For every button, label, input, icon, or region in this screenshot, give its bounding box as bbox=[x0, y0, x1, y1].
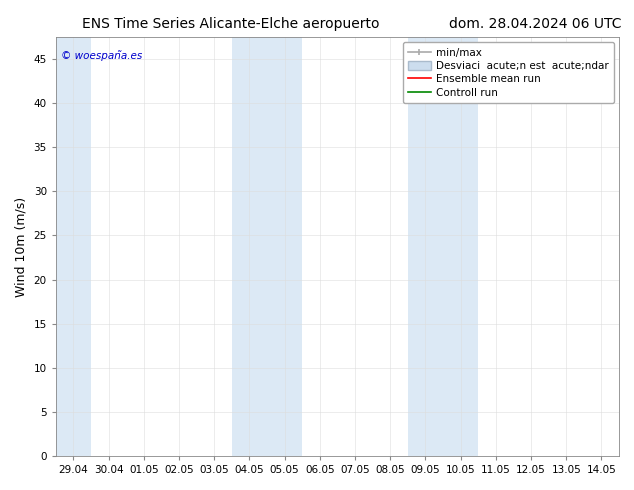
Bar bbox=[56, 37, 91, 456]
Y-axis label: Wind 10m (m/s): Wind 10m (m/s) bbox=[15, 196, 28, 296]
Bar bbox=[408, 37, 478, 456]
Legend: min/max, Desviaci  acute;n est  acute;ndar, Ensemble mean run, Controll run: min/max, Desviaci acute;n est acute;ndar… bbox=[403, 42, 614, 103]
Text: © woespaña.es: © woespaña.es bbox=[61, 49, 143, 61]
Text: dom. 28.04.2024 06 UTC: dom. 28.04.2024 06 UTC bbox=[449, 17, 621, 31]
Text: ENS Time Series Alicante-Elche aeropuerto: ENS Time Series Alicante-Elche aeropuert… bbox=[82, 17, 380, 31]
Bar bbox=[232, 37, 302, 456]
